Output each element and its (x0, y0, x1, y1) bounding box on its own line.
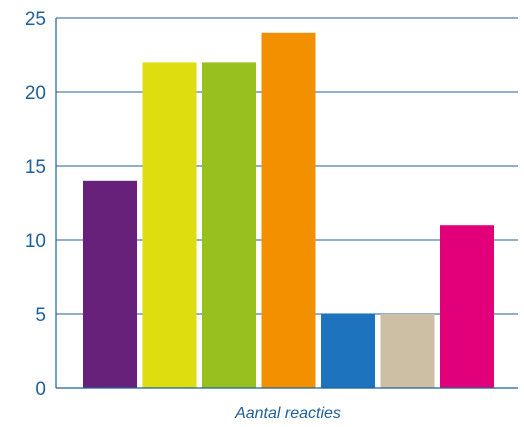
y-tick-label: 10 (25, 231, 46, 252)
y-tick-label: 5 (35, 305, 46, 326)
y-tick-label: 20 (25, 83, 46, 104)
y-tick-label: 15 (25, 157, 46, 178)
bar (440, 225, 494, 388)
bars (83, 32, 494, 389)
bar (202, 62, 256, 389)
bar (261, 32, 316, 389)
y-tick-label: 0 (35, 379, 46, 400)
bar (321, 314, 375, 388)
y-tick-label: 25 (25, 9, 46, 30)
bar (380, 314, 435, 388)
bar (83, 180, 137, 388)
x-axis-label: Aantal reacties (234, 405, 341, 422)
bar (142, 62, 197, 389)
y-axis-ticks: 0 5 10 15 20 25 (25, 9, 46, 400)
